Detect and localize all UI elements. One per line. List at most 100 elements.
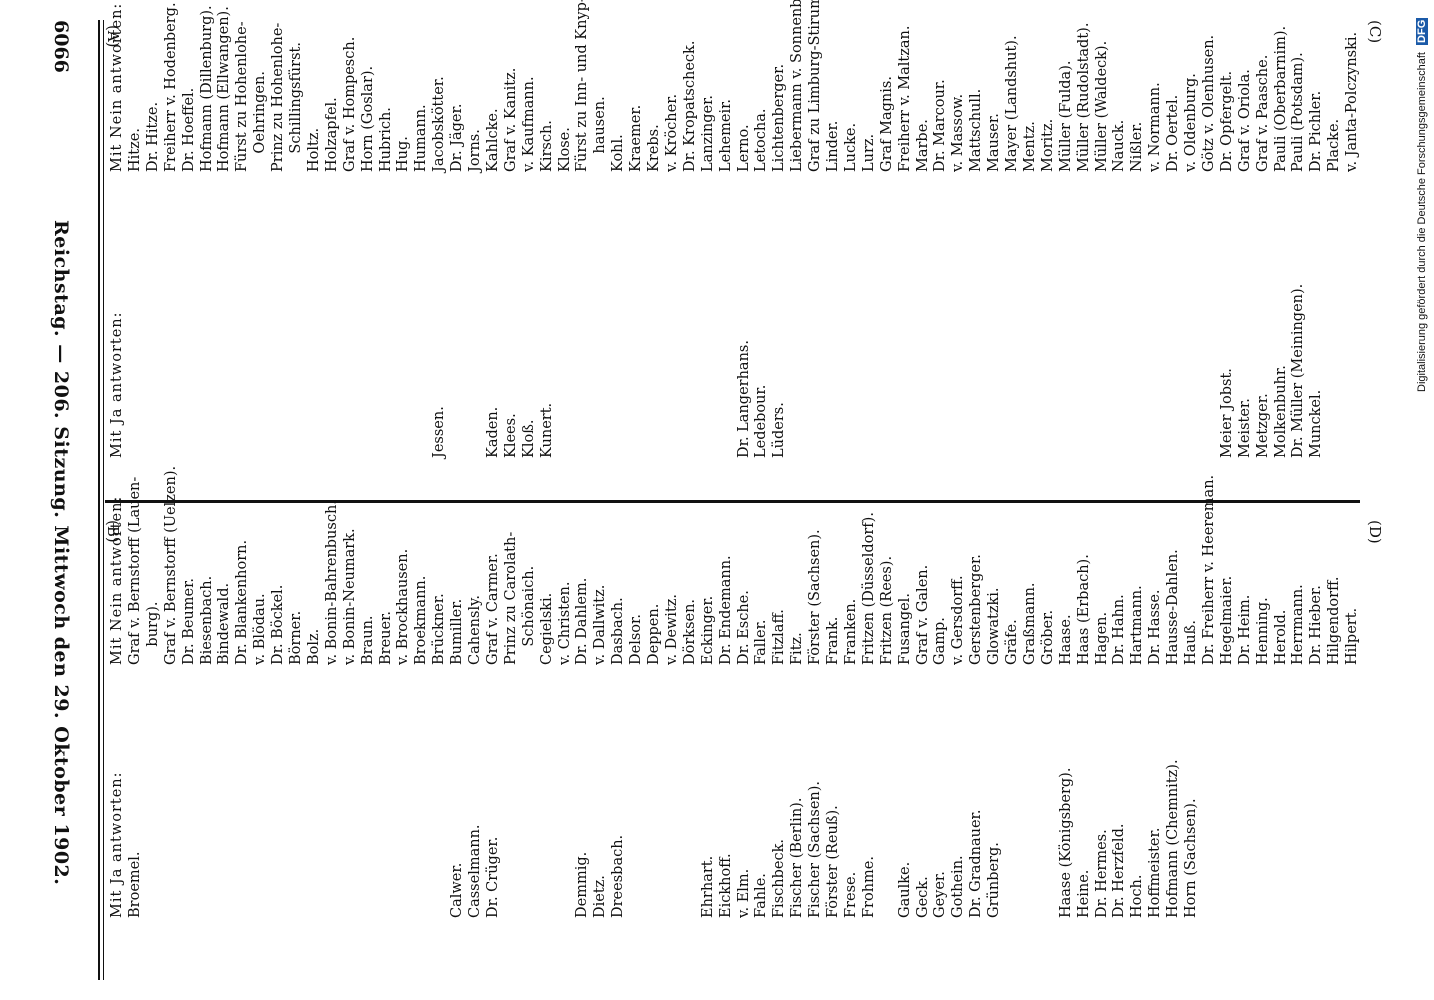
column-ja-1-entry: Haase (Königsberg). — [1057, 767, 1074, 918]
column-nein-1-entry: Hilpert. — [1344, 607, 1361, 665]
page-title: Reichstag. — 206. Sitzung. Mittwoch den … — [50, 220, 72, 886]
side-note-text: Digitalisierung gefördert durch die Deut… — [1416, 52, 1428, 392]
column-nein-1-entry: v. Blödau. — [252, 593, 269, 665]
column-nein-1-entry: Dr. Blankenhorn. — [234, 539, 251, 665]
column-nein-2-entry: Graf v. Hompesch. — [341, 36, 358, 172]
column-nein-1-entry: Braun. — [359, 615, 376, 665]
column-nein-2-entry: Linder. — [825, 120, 841, 172]
column-nein-2-entry: Holtz. — [305, 127, 322, 172]
column-nein-2-entry: Dr. Pichler. — [1308, 90, 1325, 172]
column-nein-1-entry: v. Brockhausen. — [395, 548, 412, 665]
column-nein-1-entry: Prinz zu Carolath- — [502, 531, 519, 665]
column-nein-2-entry: Lurz. — [860, 133, 877, 172]
column-nein-1-entry: Dörksen. — [681, 598, 698, 665]
column-ja-2-entry: Munckel. — [1308, 389, 1325, 458]
column-nein-2-entry: Fürst zu Hohenlohe- — [234, 21, 251, 172]
column-nein-1-entry: Graf v. Galen. — [914, 564, 931, 665]
column-nein-1-entry: Dr. Hieber. — [1308, 585, 1325, 665]
column-nein-2-entry: Dr. Marcour. — [932, 79, 949, 172]
column-nein-1-entry: Graf v. Bernstorff (Lauen- — [126, 476, 143, 665]
column-ja-1-heading: Mit Ja antworten: — [109, 771, 125, 918]
column-nein-2-entry: Graf v. Paasche. — [1254, 54, 1271, 172]
column-nein-2-entry: v. Kröcher. — [663, 93, 680, 172]
column-nein-2-entry: Prinz zu Hohenlohe- — [270, 22, 287, 172]
column-nein-2-entry: Jorns. — [467, 129, 483, 172]
column-nein-2-entry: v. Kaufmann. — [520, 76, 537, 172]
column-nein-2-entry: Moritz. — [1039, 118, 1056, 172]
side-note: Digitalisierung gefördert durch die Deut… — [1416, 17, 1430, 392]
column-nein-2-entry: Hitze. — [126, 128, 143, 172]
column-ja-1-entry: Calwer. — [449, 862, 466, 918]
column-ja-2-heading: Mit Ja antworten: — [109, 311, 125, 458]
column-ja-1-entry: Hofmann (Chemnitz). — [1165, 759, 1182, 918]
column-nein-2-entry: Freiherr v. Maltzan. — [896, 25, 913, 172]
column-ja-2-entry: Meier Jobst. — [1218, 368, 1235, 458]
column-nein-1-entry: Deppen. — [646, 603, 662, 665]
column-nein-2-entry: Graf Magnis. — [878, 76, 895, 172]
column-nein-1-entry: Breuer. — [377, 610, 394, 665]
column-nein-1-entry: Frank. — [825, 616, 841, 665]
dfg-logo: DFG — [1416, 17, 1428, 45]
column-nein-1-entry: Gröber. — [1039, 609, 1056, 665]
column-ja-1-entry: Dr. Herzfeld. — [1111, 823, 1128, 918]
column-nein-2-entry: Dr. Jäger. — [449, 103, 466, 172]
column-nein-2-entry: Dr. Opfergelt. — [1218, 70, 1235, 172]
column-nein-1-entry: Hegelmaier. — [1218, 575, 1235, 665]
column-nein-1-entry: Hauß. — [1183, 620, 1199, 665]
column-nein-2-entry: Humann. — [413, 104, 430, 172]
column-ja-1-entry: Fischer (Berlin). — [789, 797, 806, 918]
column-nein-1-entry: Bolz. — [305, 628, 322, 665]
column-nein-1-entry: Herrmann. — [1290, 584, 1307, 665]
column-nein-2-entry: Lehemeir. — [717, 98, 734, 172]
column-nein-1-entry: burg). — [144, 601, 161, 665]
column-nein-1-entry: Eckinger. — [699, 595, 716, 665]
column-nein-2-entry: Schillingsfürst. — [288, 42, 304, 172]
column-nein-1-entry: Graf v. Carmer. — [484, 553, 501, 665]
column-nein-2-entry: Kraemer. — [628, 104, 645, 172]
column-ja-1-entry: Dreesbach. — [610, 834, 627, 918]
column-nein-1-entry: Bumiller. — [449, 598, 466, 665]
column-ja-1-entry: Horn (Sachsen). — [1183, 798, 1199, 918]
column-ja-1-entry: Geyer. — [932, 871, 949, 918]
column-nein-1-entry: v. Dewitz. — [663, 593, 680, 665]
column-nein-2-entry: Pauli (Oberbarnim). — [1272, 25, 1289, 172]
column-nein-1-heading: Mit Nein antworten: — [109, 495, 125, 665]
column-ja-2-entry: Kaden. — [484, 406, 501, 458]
column-ja-2-entry: Jessen. — [431, 406, 448, 458]
column-nein-2-entry: v. Massow. — [950, 93, 967, 172]
column-ja-1-entry: v. Elm. — [735, 868, 752, 918]
column-nein-1-entry: v. Bonin-Bahrenbusch. — [323, 500, 340, 665]
column-nein-1-entry: Hausse-Dahlen. — [1165, 549, 1182, 665]
column-nein-1-entry: Dr. Hasse. — [1147, 589, 1164, 665]
column-nein-1-entry: Hagen. — [1093, 611, 1110, 665]
column-nein-1-entry: Dr. Dahlem. — [574, 577, 591, 665]
column-ja-1-entry: Heine. — [1075, 869, 1092, 918]
column-nein-1-entry: Cahensly. — [467, 595, 483, 665]
column-nein-1-entry: Fritzen (Rees). — [878, 555, 895, 665]
column-nein-1-entry: Faller. — [753, 619, 770, 665]
column-nein-2-entry: Freiherr v. Hodenberg. — [162, 2, 179, 172]
column-ja-1-entry: Dietz. — [592, 875, 609, 918]
column-nein-1-entry: Haas (Erbach). — [1075, 554, 1092, 665]
column-nein-1-entry: Dr. Endemann. — [717, 555, 734, 665]
column-nein-1-entry: Graf v. Bernstorff (Uelzen). — [162, 465, 179, 665]
column-ja-1-entry: Dr. Gradnauer. — [968, 809, 985, 918]
column-nein-2-entry: Müller (Waldeck). — [1093, 40, 1110, 172]
column-ja-1-entry: Frohme. — [860, 855, 877, 918]
column-ja-2-entry: Lüders. — [771, 402, 788, 458]
column-nein-1-entry: Brückner. — [431, 593, 448, 665]
column-nein-2-entry: Dr. Hoeffel. — [180, 87, 197, 172]
column-ja-2-entry: Dr. Langerhans. — [735, 340, 752, 458]
column-nein-2-entry: Lerno. — [735, 124, 752, 172]
column-nein-1-entry: v. Bonin-Neumark. — [341, 528, 358, 665]
column-nein-2-entry: Dr. Kropatscheck. — [681, 40, 698, 172]
column-ja-1-entry: Hoffmeister. — [1147, 827, 1164, 918]
header-rule-thin — [103, 20, 104, 980]
column-ja-2-entry: Kloß. — [520, 419, 537, 459]
column-nein-2-entry: Oehringen. — [252, 71, 269, 172]
column-nein-1-entry: Dasbach. — [610, 597, 627, 665]
column-nein-2-entry: Hofmann (Dillenburg). — [198, 5, 215, 172]
column-nein-2-entry: Liebermann v. Sonnenberg. — [789, 0, 806, 172]
column-ja-1-entry: Eickhoff. — [717, 853, 734, 918]
column-nein-2-entry: Klose. — [556, 127, 573, 172]
